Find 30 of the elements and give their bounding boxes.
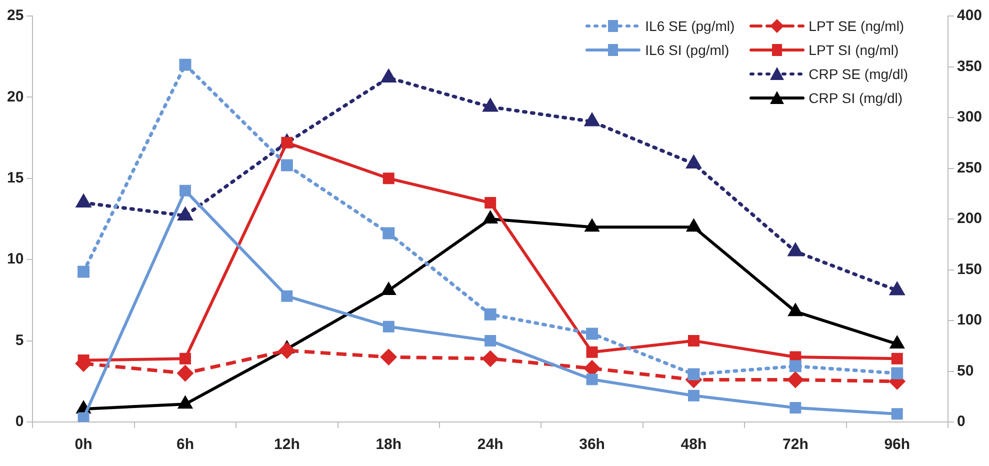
legend-label: IL6 SE (pg/ml): [645, 18, 735, 34]
x-tick-label: 6h: [176, 436, 194, 454]
x-tick-label: 0h: [74, 436, 92, 454]
y2-tick-label: 50: [956, 362, 974, 380]
legend-label: LPT SI (ng/ml): [808, 42, 899, 58]
x-tick-label: 18h: [376, 436, 402, 454]
y-tick-label: 10: [6, 250, 24, 268]
y-tick-label: 0: [15, 413, 24, 430]
legend-label: CRP SI (mg/dl): [808, 90, 903, 106]
y2-tick-label: 300: [956, 108, 982, 126]
y2-tick-label: 350: [956, 58, 982, 75]
x-tick-label: 96h: [884, 436, 910, 454]
y2-tick-label: 200: [956, 210, 982, 228]
y2-tick-label: 0: [956, 413, 966, 430]
x-tick-label: 72h: [782, 436, 808, 454]
y-tick-label: 20: [6, 88, 24, 106]
x-tick-label: 12h: [274, 436, 300, 454]
y-tick-label: 25: [6, 7, 24, 24]
y2-tick-label: 400: [956, 7, 982, 24]
legend-label: CRP SE (mg/dl): [808, 66, 908, 82]
x-tick-label: 48h: [680, 436, 707, 454]
legend-label: LPT SE (ng/ml): [808, 18, 904, 34]
y-tick-label: 5: [15, 332, 24, 349]
y2-tick-label: 250: [956, 159, 982, 176]
y2-tick-label: 100: [956, 312, 982, 329]
x-tick-label: 36h: [579, 436, 605, 454]
y-tick-label: 15: [6, 170, 24, 187]
x-tick-label: 24h: [477, 436, 504, 454]
legend-label: IL6 SI (pg/ml): [645, 42, 730, 58]
y2-tick-label: 150: [956, 260, 982, 278]
